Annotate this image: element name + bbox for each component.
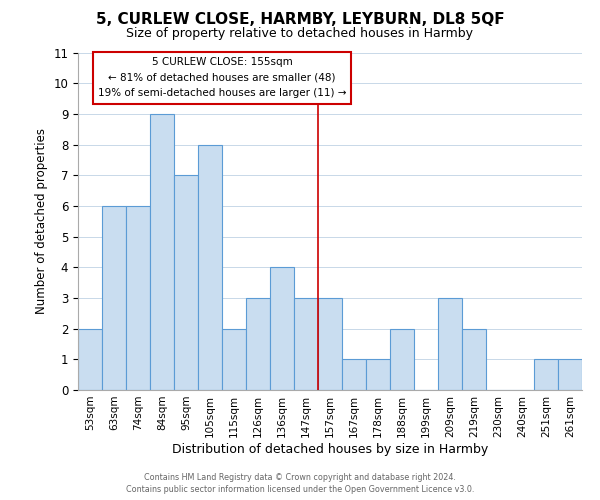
Bar bbox=[246, 298, 270, 390]
Bar bbox=[198, 144, 222, 390]
Text: Contains HM Land Registry data © Crown copyright and database right 2024.
Contai: Contains HM Land Registry data © Crown c… bbox=[126, 472, 474, 494]
Bar bbox=[390, 328, 414, 390]
Y-axis label: Number of detached properties: Number of detached properties bbox=[35, 128, 48, 314]
Bar bbox=[102, 206, 126, 390]
Bar bbox=[294, 298, 318, 390]
Bar bbox=[222, 328, 246, 390]
Bar bbox=[342, 360, 366, 390]
Bar bbox=[462, 328, 486, 390]
Text: 5, CURLEW CLOSE, HARMBY, LEYBURN, DL8 5QF: 5, CURLEW CLOSE, HARMBY, LEYBURN, DL8 5Q… bbox=[95, 12, 505, 28]
Bar bbox=[534, 360, 558, 390]
X-axis label: Distribution of detached houses by size in Harmby: Distribution of detached houses by size … bbox=[172, 442, 488, 456]
Bar bbox=[366, 360, 390, 390]
Bar bbox=[126, 206, 150, 390]
Text: Size of property relative to detached houses in Harmby: Size of property relative to detached ho… bbox=[127, 28, 473, 40]
Text: 5 CURLEW CLOSE: 155sqm
← 81% of detached houses are smaller (48)
19% of semi-det: 5 CURLEW CLOSE: 155sqm ← 81% of detached… bbox=[98, 57, 346, 98]
Bar bbox=[78, 328, 102, 390]
Bar bbox=[270, 268, 294, 390]
Bar bbox=[150, 114, 174, 390]
Bar bbox=[558, 360, 582, 390]
Bar bbox=[174, 175, 198, 390]
Bar bbox=[438, 298, 462, 390]
Bar bbox=[318, 298, 342, 390]
